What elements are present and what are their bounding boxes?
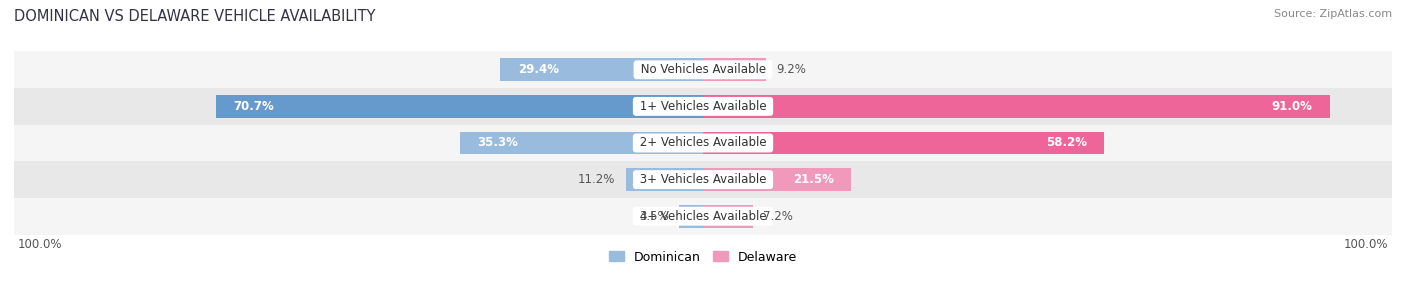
Text: DOMINICAN VS DELAWARE VEHICLE AVAILABILITY: DOMINICAN VS DELAWARE VEHICLE AVAILABILI… bbox=[14, 9, 375, 23]
Text: 3.5%: 3.5% bbox=[638, 210, 669, 223]
Legend: Dominican, Delaware: Dominican, Delaware bbox=[603, 246, 803, 269]
Text: 4+ Vehicles Available: 4+ Vehicles Available bbox=[636, 210, 770, 223]
Bar bbox=[14, 198, 1392, 235]
Text: No Vehicles Available: No Vehicles Available bbox=[637, 63, 769, 76]
Text: 2+ Vehicles Available: 2+ Vehicles Available bbox=[636, 136, 770, 150]
Text: 21.5%: 21.5% bbox=[793, 173, 834, 186]
Text: Source: ZipAtlas.com: Source: ZipAtlas.com bbox=[1274, 9, 1392, 19]
Bar bbox=[460, 132, 703, 154]
Bar bbox=[703, 58, 766, 81]
Text: 100.0%: 100.0% bbox=[1344, 238, 1389, 251]
Bar bbox=[703, 205, 752, 228]
Text: 11.2%: 11.2% bbox=[578, 173, 616, 186]
Text: 100.0%: 100.0% bbox=[17, 238, 62, 251]
Bar bbox=[217, 95, 703, 118]
Bar bbox=[14, 88, 1392, 125]
Text: 29.4%: 29.4% bbox=[517, 63, 558, 76]
Bar bbox=[14, 51, 1392, 88]
Bar bbox=[626, 168, 703, 191]
Bar bbox=[14, 125, 1392, 161]
Text: 70.7%: 70.7% bbox=[233, 100, 274, 113]
Text: 3+ Vehicles Available: 3+ Vehicles Available bbox=[636, 173, 770, 186]
Text: 91.0%: 91.0% bbox=[1272, 100, 1313, 113]
Text: 1+ Vehicles Available: 1+ Vehicles Available bbox=[636, 100, 770, 113]
Text: 7.2%: 7.2% bbox=[763, 210, 793, 223]
Bar bbox=[703, 168, 851, 191]
Bar bbox=[703, 132, 1104, 154]
Text: 35.3%: 35.3% bbox=[477, 136, 517, 150]
Bar bbox=[501, 58, 703, 81]
Bar bbox=[14, 161, 1392, 198]
Text: 58.2%: 58.2% bbox=[1046, 136, 1087, 150]
Bar bbox=[703, 95, 1330, 118]
Text: 9.2%: 9.2% bbox=[776, 63, 807, 76]
Bar bbox=[679, 205, 703, 228]
